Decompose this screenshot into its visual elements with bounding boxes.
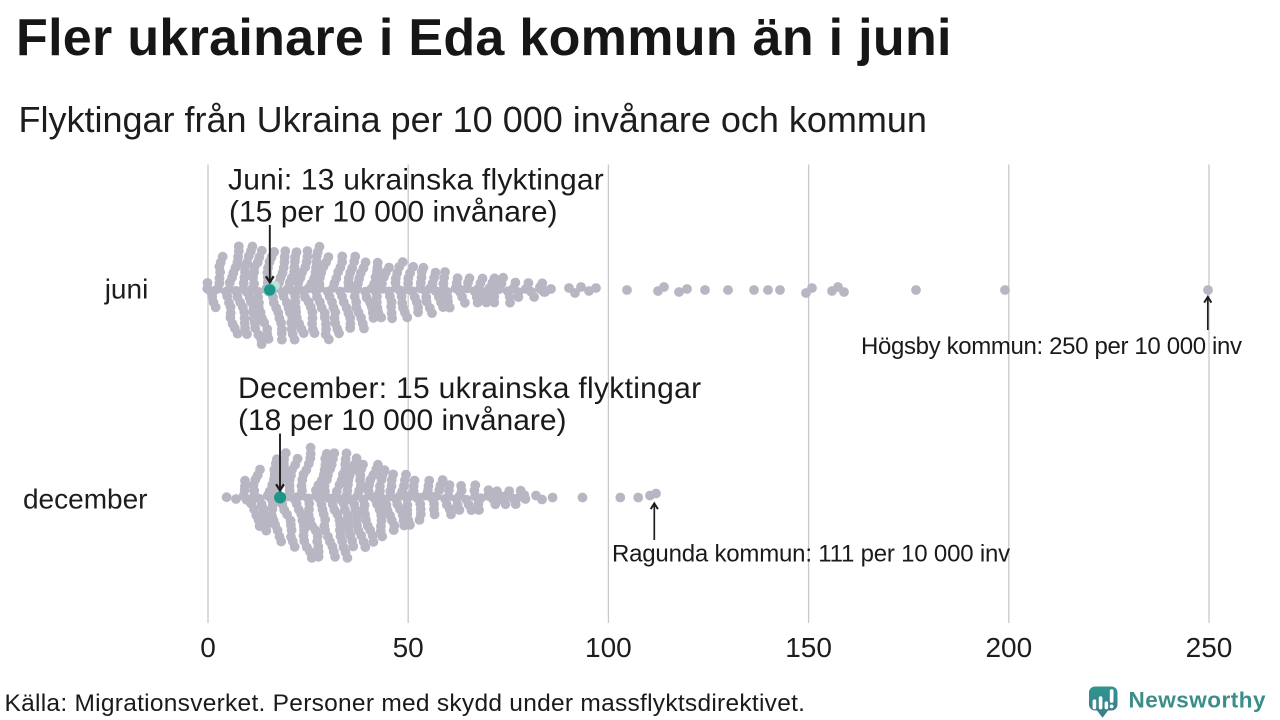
svg-text:Flyktingar från Ukraina per 10: Flyktingar från Ukraina per 10 000 invån… <box>19 99 927 140</box>
svg-text:Ragunda kommun: 111 per 10 000: Ragunda kommun: 111 per 10 000 inv <box>612 541 1010 568</box>
svg-text:50: 50 <box>393 632 424 663</box>
svg-text:Fler ukrainare i Eda kommun än: Fler ukrainare i Eda kommun än i juni <box>16 9 952 67</box>
svg-text:Newsworthy: Newsworthy <box>1129 688 1267 713</box>
svg-text:200: 200 <box>985 632 1032 663</box>
svg-text:100: 100 <box>585 632 632 663</box>
svg-text:250: 250 <box>1186 632 1233 663</box>
svg-text:December: 15 ukrainska flyktin: December: 15 ukrainska flyktingar <box>238 372 701 405</box>
svg-text:0: 0 <box>200 632 216 663</box>
svg-text:juni: juni <box>104 274 149 305</box>
svg-text:(15 per 10 000 invånare): (15 per 10 000 invånare) <box>229 196 558 229</box>
svg-text:Källa: Migrationsverket. Perso: Källa: Migrationsverket. Personer med sk… <box>5 690 806 717</box>
svg-text:150: 150 <box>785 632 832 663</box>
svg-text:Högsby kommun: 250 per 10 000: Högsby kommun: 250 per 10 000 inv <box>861 333 1242 360</box>
svg-text:(18 per 10 000 invånare): (18 per 10 000 invånare) <box>238 404 567 437</box>
svg-text:Juni: 13 ukrainska flyktingar: Juni: 13 ukrainska flyktingar <box>228 164 604 197</box>
svg-text:december: december <box>23 484 148 515</box>
